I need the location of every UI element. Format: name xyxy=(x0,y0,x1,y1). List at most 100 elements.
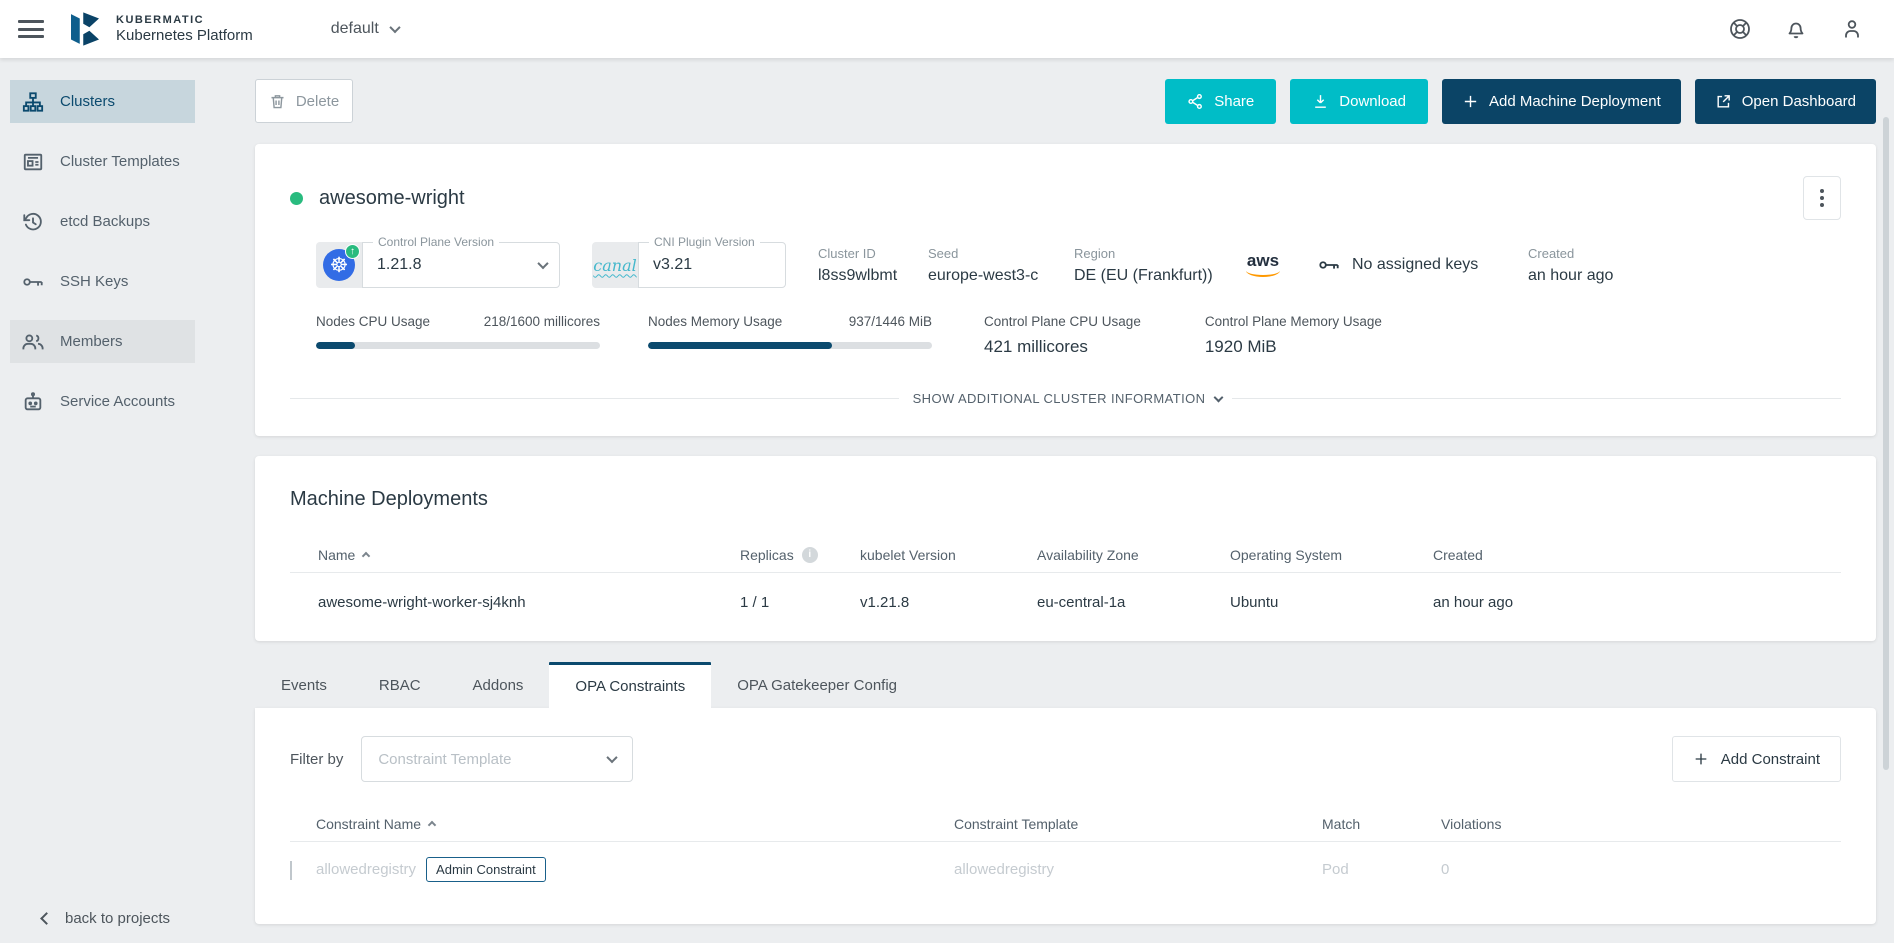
tab-addons[interactable]: Addons xyxy=(447,662,550,708)
cni-plugin-version-value: v3.21 xyxy=(653,256,692,274)
opa-constraints-panel: Filter by Constraint Template Add Constr… xyxy=(255,708,1876,924)
column-header-availability-zone[interactable]: Availability Zone xyxy=(1037,547,1230,563)
tab-opa-gatekeeper-config[interactable]: OPA Gatekeeper Config xyxy=(711,662,923,708)
back-to-projects-link[interactable]: back to projects xyxy=(42,910,170,927)
brand-title: KUBERMATIC xyxy=(116,14,253,26)
constraint-template-filter-select[interactable]: Constraint Template xyxy=(361,736,633,782)
plus-icon xyxy=(1693,751,1709,767)
control-plane-cpu-usage: Control Plane CPU Usage 421 millicores xyxy=(984,314,1141,357)
machine-deployment-kubelet-version: v1.21.8 xyxy=(860,594,1037,611)
project-selector[interactable]: default xyxy=(331,20,399,38)
column-header-constraint-template[interactable]: Constraint Template xyxy=(954,816,1322,832)
column-header-operating-system[interactable]: Operating System xyxy=(1230,547,1433,563)
cluster-icon xyxy=(22,91,44,113)
brand: KUBERMATIC Kubernetes Platform xyxy=(64,8,253,50)
notifications-icon[interactable] xyxy=(1784,17,1808,41)
constraint-template: allowedregistry xyxy=(954,861,1322,878)
sidebar-item-ssh-keys[interactable]: SSH Keys xyxy=(10,260,195,303)
user-icon[interactable] xyxy=(1840,17,1864,41)
cluster-id: Cluster ID l8ss9wlbmt xyxy=(818,246,896,285)
nodes-cpu-usage-bar xyxy=(316,342,600,349)
machine-deployments-table-header: Name Replicas i kubelet Version Availabi… xyxy=(290,537,1841,573)
column-header-kubelet-version[interactable]: kubelet Version xyxy=(860,547,1037,563)
key-icon xyxy=(1318,254,1340,276)
constraint-violations: 0 xyxy=(1441,861,1841,878)
machine-deployments-title: Machine Deployments xyxy=(290,488,1841,511)
chevron-left-icon xyxy=(40,912,53,925)
show-additional-cluster-information-toggle[interactable]: SHOW ADDITIONAL CLUSTER INFORMATION xyxy=(899,391,1233,406)
expand-row-chevron-icon[interactable] xyxy=(290,861,292,880)
nodes-cpu-usage-label: Nodes CPU Usage xyxy=(316,314,430,329)
constraints-table-header: Constraint Name Constraint Template Matc… xyxy=(290,806,1841,842)
control-plane-version-value: 1.21.8 xyxy=(377,256,421,274)
brand-subtitle: Kubernetes Platform xyxy=(116,27,253,44)
etcd-backups-icon xyxy=(22,211,44,233)
control-plane-version-select[interactable]: ☸ ↑ Control Plane Version 1.21.8 xyxy=(316,242,560,288)
control-plane-memory-usage: Control Plane Memory Usage 1920 MiB xyxy=(1205,314,1382,357)
sidebar-item-clusters[interactable]: Clusters xyxy=(10,80,195,123)
column-header-violations[interactable]: Violations xyxy=(1441,816,1841,832)
ssh-keys-text: No assigned keys xyxy=(1352,256,1478,274)
tab-rbac[interactable]: RBAC xyxy=(353,662,447,708)
chevron-down-icon xyxy=(1214,392,1224,402)
column-header-constraint-name[interactable]: Constraint Name xyxy=(316,816,954,832)
cluster-toolbar: Delete Share xyxy=(255,78,1876,124)
constraint-name: allowedregistry xyxy=(316,861,416,878)
column-header-match[interactable]: Match xyxy=(1322,816,1441,832)
external-link-icon xyxy=(1715,93,1732,110)
delete-label: Delete xyxy=(296,93,339,110)
kubernetes-logo-icon: ☸ ↑ xyxy=(316,242,362,288)
kubermatic-logo-icon xyxy=(64,8,106,50)
cluster-summary-card: awesome-wright ☸ ↑ Control Plane Version… xyxy=(255,144,1876,436)
sort-ascending-icon xyxy=(362,552,370,560)
download-button[interactable]: Download xyxy=(1290,79,1428,124)
share-icon xyxy=(1187,93,1204,110)
machine-deployment-os: Ubuntu xyxy=(1230,594,1433,611)
nodes-memory-usage-bar xyxy=(648,342,932,349)
sidebar-item-service-accounts[interactable]: Service Accounts xyxy=(10,380,195,423)
info-icon: i xyxy=(802,547,818,563)
filter-by-label: Filter by xyxy=(290,751,343,768)
canal-logo-icon: canal xyxy=(592,242,638,288)
plus-icon xyxy=(1462,93,1479,110)
machine-deployment-row[interactable]: awesome-wright-worker-sj4knh 1 / 1 v1.21… xyxy=(290,573,1841,631)
cluster-actions-menu-button[interactable] xyxy=(1803,176,1841,220)
ssh-keys-status[interactable]: No assigned keys xyxy=(1318,254,1496,276)
sidebar-item-label: Cluster Templates xyxy=(60,153,180,170)
nodes-memory-usage-value: 937/1446 MiB xyxy=(849,314,932,329)
delete-button[interactable]: Delete xyxy=(255,79,353,123)
column-header-replicas[interactable]: Replicas i xyxy=(740,547,860,563)
tab-events[interactable]: Events xyxy=(255,662,353,708)
cni-plugin-version: canal CNI Plugin Version v3.21 xyxy=(592,242,786,288)
download-label: Download xyxy=(1339,93,1406,110)
nodes-memory-usage-label: Nodes Memory Usage xyxy=(648,314,782,329)
admin-constraint-badge: Admin Constraint xyxy=(426,857,546,882)
sidebar-item-etcd-backups[interactable]: etcd Backups xyxy=(10,200,195,243)
vertical-scrollbar[interactable] xyxy=(1883,117,1889,770)
sidebar-item-label: SSH Keys xyxy=(60,273,128,290)
open-dashboard-button[interactable]: Open Dashboard xyxy=(1695,79,1876,124)
add-constraint-button[interactable]: Add Constraint xyxy=(1672,736,1841,782)
share-button[interactable]: Share xyxy=(1165,79,1276,124)
column-header-created[interactable]: Created xyxy=(1433,547,1841,563)
add-constraint-label: Add Constraint xyxy=(1721,751,1820,768)
nodes-cpu-usage-value: 218/1600 millicores xyxy=(484,314,600,329)
cluster-region: Region DE (EU (Frankfurt)) xyxy=(1074,246,1208,285)
constraint-row[interactable]: allowedregistry Admin Constraint allowed… xyxy=(290,842,1841,896)
ssh-keys-icon xyxy=(22,271,44,293)
help-icon[interactable] xyxy=(1728,17,1752,41)
sidebar-item-cluster-templates[interactable]: Cluster Templates xyxy=(10,140,195,183)
chevron-down-icon xyxy=(389,22,400,33)
control-plane-version-label: Control Plane Version xyxy=(373,235,499,249)
service-accounts-icon xyxy=(22,391,44,413)
back-to-projects-label: back to projects xyxy=(65,910,170,927)
sidebar-item-label: Members xyxy=(60,333,123,350)
sidebar-item-members[interactable]: Members xyxy=(10,320,195,363)
constraint-match: Pod xyxy=(1322,861,1441,878)
column-header-name[interactable]: Name xyxy=(318,547,740,563)
add-machine-deployment-button[interactable]: Add Machine Deployment xyxy=(1442,79,1681,124)
menu-icon[interactable] xyxy=(18,20,44,38)
cluster-name: awesome-wright xyxy=(319,187,465,210)
sidebar: Clusters Cluster Templates etcd Backups xyxy=(0,58,202,943)
tab-opa-constraints[interactable]: OPA Constraints xyxy=(549,662,711,708)
